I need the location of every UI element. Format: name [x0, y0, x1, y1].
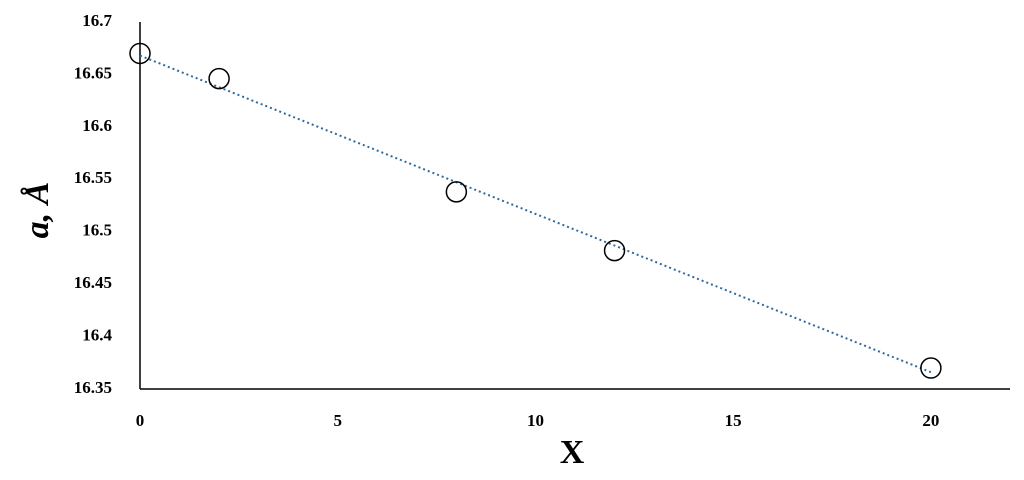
y-tick-label: 16.4 — [82, 325, 112, 344]
y-tick-label: 16.7 — [82, 11, 112, 30]
y-tick-label: 16.6 — [82, 116, 112, 135]
data-point — [129, 42, 151, 65]
data-point — [445, 181, 468, 203]
y-tick-label: 16.5 — [82, 221, 112, 240]
y-tick-label: 16.35 — [74, 378, 112, 397]
data-point — [208, 67, 230, 90]
data-point — [920, 357, 942, 379]
x-tick-label: 0 — [136, 411, 145, 430]
y-tick-label: 16.45 — [74, 273, 112, 292]
x-tick-label: 20 — [922, 411, 939, 430]
trendline — [139, 54, 932, 374]
y-tick-label: 16.65 — [74, 63, 112, 82]
x-tick-label: 10 — [527, 411, 544, 430]
x-axis-title: X — [560, 434, 585, 471]
x-tick-label: 15 — [725, 411, 742, 430]
y-axis-title: a, Å — [19, 182, 56, 239]
x-tick-label: 5 — [333, 411, 342, 430]
y-tick-label: 16.55 — [74, 168, 112, 187]
data-point — [603, 239, 626, 262]
